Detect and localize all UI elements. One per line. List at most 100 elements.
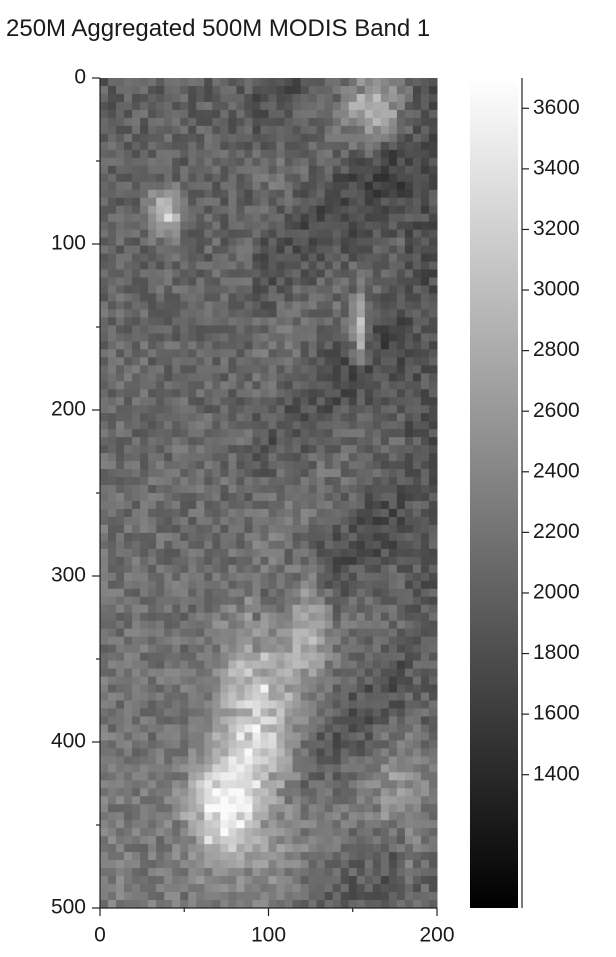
image-pixel xyxy=(429,724,438,732)
image-pixel xyxy=(421,94,430,102)
image-pixel xyxy=(236,493,245,501)
image-pixel xyxy=(236,477,245,485)
image-pixel xyxy=(188,836,197,844)
image-pixel xyxy=(156,804,165,812)
image-pixel xyxy=(325,685,334,693)
image-pixel xyxy=(413,629,422,637)
image-pixel xyxy=(100,860,109,868)
image-pixel xyxy=(397,349,406,357)
image-pixel xyxy=(100,278,109,286)
image-pixel xyxy=(220,102,229,110)
image-pixel xyxy=(317,333,326,341)
image-pixel xyxy=(277,437,286,445)
image-pixel xyxy=(196,325,205,333)
image-pixel xyxy=(373,325,382,333)
image-pixel xyxy=(341,533,350,541)
image-pixel xyxy=(405,589,414,597)
image-pixel xyxy=(413,110,422,118)
image-pixel xyxy=(252,549,261,557)
image-pixel xyxy=(132,788,141,796)
image-pixel xyxy=(269,214,278,222)
image-pixel xyxy=(196,110,205,118)
image-pixel xyxy=(389,142,398,150)
image-pixel xyxy=(397,621,406,629)
image-pixel xyxy=(397,549,406,557)
image-pixel xyxy=(244,820,253,828)
image-pixel xyxy=(252,437,261,445)
image-pixel xyxy=(349,661,358,669)
image-pixel xyxy=(269,884,278,892)
image-pixel xyxy=(196,309,205,317)
image-pixel xyxy=(212,262,221,270)
image-pixel xyxy=(132,190,141,198)
image-pixel xyxy=(220,198,229,206)
image-pixel xyxy=(341,230,350,238)
image-pixel xyxy=(357,581,366,589)
image-pixel xyxy=(172,238,181,246)
image-pixel xyxy=(196,206,205,214)
image-pixel xyxy=(132,293,141,301)
image-pixel xyxy=(413,469,422,477)
image-pixel xyxy=(148,78,157,86)
image-pixel xyxy=(325,102,334,110)
image-pixel xyxy=(116,413,125,421)
image-pixel xyxy=(309,349,318,357)
image-pixel xyxy=(301,900,310,908)
image-pixel xyxy=(148,796,157,804)
image-pixel xyxy=(156,262,165,270)
image-pixel xyxy=(212,796,221,804)
image-pixel xyxy=(260,461,269,469)
image-pixel xyxy=(309,701,318,709)
image-pixel xyxy=(269,286,278,294)
image-pixel xyxy=(140,868,149,876)
image-pixel xyxy=(405,102,414,110)
image-pixel xyxy=(309,740,318,748)
image-pixel xyxy=(309,868,318,876)
image-pixel xyxy=(108,86,117,94)
image-pixel xyxy=(204,461,213,469)
image-pixel xyxy=(349,868,358,876)
image-pixel xyxy=(429,254,438,262)
image-pixel xyxy=(421,238,430,246)
image-pixel xyxy=(381,876,390,884)
image-pixel xyxy=(381,309,390,317)
image-pixel xyxy=(269,118,278,126)
image-pixel xyxy=(188,868,197,876)
image-pixel xyxy=(260,238,269,246)
image-pixel xyxy=(212,118,221,126)
image-pixel xyxy=(236,349,245,357)
image-pixel xyxy=(220,413,229,421)
image-pixel xyxy=(333,110,342,118)
image-pixel xyxy=(252,118,261,126)
image-pixel xyxy=(100,820,109,828)
image-pixel xyxy=(381,325,390,333)
image-pixel xyxy=(180,621,189,629)
image-pixel xyxy=(244,461,253,469)
image-pixel xyxy=(269,677,278,685)
image-pixel xyxy=(381,653,390,661)
image-pixel xyxy=(405,222,414,230)
image-pixel xyxy=(236,900,245,908)
image-pixel xyxy=(252,198,261,206)
image-pixel xyxy=(333,493,342,501)
image-pixel xyxy=(429,533,438,541)
image-pixel xyxy=(389,182,398,190)
image-pixel xyxy=(204,477,213,485)
image-pixel xyxy=(220,764,229,772)
image-pixel xyxy=(341,653,350,661)
image-pixel xyxy=(341,884,350,892)
image-pixel xyxy=(204,661,213,669)
image-pixel xyxy=(357,669,366,677)
image-pixel xyxy=(317,86,326,94)
image-pixel xyxy=(405,876,414,884)
image-pixel xyxy=(405,517,414,525)
image-pixel xyxy=(212,198,221,206)
image-pixel xyxy=(156,708,165,716)
image-pixel xyxy=(260,445,269,453)
image-pixel xyxy=(188,278,197,286)
image-pixel xyxy=(204,246,213,254)
image-pixel xyxy=(381,724,390,732)
image-pixel xyxy=(413,190,422,198)
image-pixel xyxy=(244,661,253,669)
image-pixel xyxy=(188,293,197,301)
